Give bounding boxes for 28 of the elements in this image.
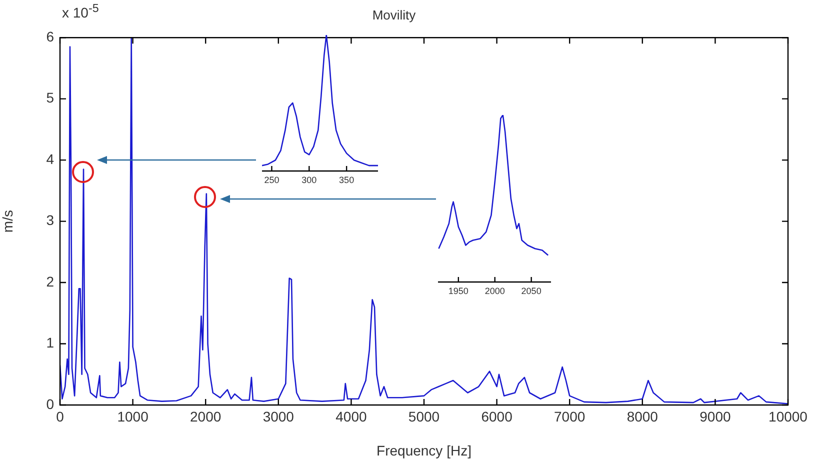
text: x 10$^{-5}$	[62, 2, 99, 21]
x-tick-label: 5000	[408, 408, 440, 424]
y-axis-title: m/s	[0, 210, 16, 233]
y-tick-label: 1	[46, 334, 54, 351]
y-tick-label: 5	[46, 90, 54, 106]
x-tick-label: 6000	[481, 408, 513, 424]
x-tick-label: 250	[264, 174, 280, 185]
x-tick-label: 1000	[117, 408, 149, 424]
y-tick-label: 4	[46, 150, 54, 167]
x-tick-label: 2000	[190, 408, 222, 424]
chart-title: Movility	[372, 7, 416, 22]
y-tick-label: 3	[46, 212, 54, 228]
x-tick-label: 3000	[262, 408, 294, 424]
x-tick-label: 10000	[768, 408, 808, 424]
x-tick-label: 2000	[484, 286, 505, 296]
x-tick-label: 4000	[336, 408, 367, 424]
x-tick-label: 0	[56, 408, 64, 424]
x-tick-label: 7000	[554, 408, 586, 424]
x-tick-label: 1950	[448, 286, 468, 296]
y-tick-label: 0	[46, 396, 54, 412]
y-tick-label: 6	[46, 28, 54, 44]
x-axis-title: Frequency [Hz]	[376, 442, 472, 458]
x-tick-label: 350	[339, 174, 354, 185]
y-tick-label: 2	[46, 273, 54, 290]
x-tick-label: 8000	[626, 408, 658, 424]
x-tick-label: 9000	[700, 408, 731, 424]
x-tick-label: 2050	[521, 286, 542, 296]
x-tick-label: 300	[302, 174, 317, 185]
